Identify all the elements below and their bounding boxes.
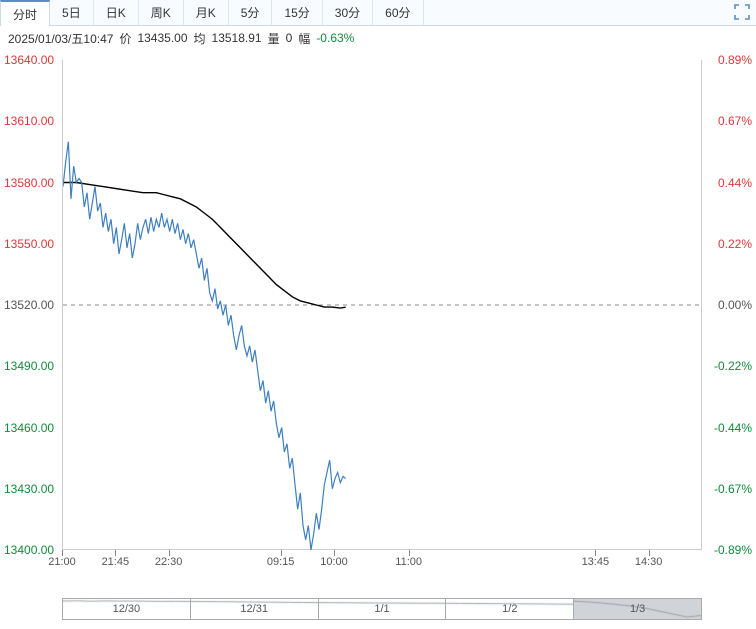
tab-bar: 分时5日日K周K月K5分15分30分60分 xyxy=(0,0,756,26)
y-right-label: 0.44% xyxy=(718,176,752,190)
info-vol-value: 0 xyxy=(286,31,293,45)
y-left-label: 13610.00 xyxy=(4,114,54,128)
tab-5[interactable]: 5分 xyxy=(229,0,273,25)
x-label: 10:00 xyxy=(320,556,348,568)
nav-seg-1/3[interactable]: 1/3 xyxy=(574,599,701,619)
info-price-label: 价 xyxy=(119,30,131,47)
x-label: 14:30 xyxy=(635,556,663,568)
info-avg-label: 均 xyxy=(194,30,206,47)
x-label: 21:45 xyxy=(102,556,130,568)
y-left-label: 13430.00 xyxy=(4,482,54,496)
y-left-label: 13400.00 xyxy=(4,543,54,557)
nav-seg-1/2[interactable]: 1/2 xyxy=(446,599,574,619)
nav-seg-12/31[interactable]: 12/31 xyxy=(191,599,319,619)
tab-7[interactable]: 30分 xyxy=(323,0,373,25)
nav-seg-label: 1/2 xyxy=(502,603,517,615)
chart-area: 13640.00 13610.00 13580.00 13550.00 13520.00… xyxy=(0,50,756,570)
tab-0[interactable]: 分时 xyxy=(0,0,50,26)
y-left-label: 13640.00 xyxy=(4,53,54,67)
nav-seg-label: 1/1 xyxy=(374,603,389,615)
y-left-label: 13490.00 xyxy=(4,359,54,373)
info-bar: 2025/01/03/五10:47 价 13435.00 均 13518.91 … xyxy=(0,26,756,50)
y-right-label: -0.22% xyxy=(714,359,752,373)
x-label: 09:15 xyxy=(267,556,295,568)
tab-1[interactable]: 5日 xyxy=(50,0,94,25)
tab-3[interactable]: 周K xyxy=(139,0,184,25)
y-right-label: -0.67% xyxy=(714,482,752,496)
info-amp-value: -0.63% xyxy=(316,31,354,45)
info-avg-value: 13518.91 xyxy=(212,31,262,45)
x-label: 21:00 xyxy=(48,556,76,568)
nav-seg-label: 1/3 xyxy=(630,603,645,615)
tab-6[interactable]: 15分 xyxy=(272,0,322,25)
y-left-label: 13460.00 xyxy=(4,421,54,435)
x-label: 22:30 xyxy=(155,556,183,568)
info-price-value: 13435.00 xyxy=(137,31,187,45)
y-right-label: -0.89% xyxy=(714,543,752,557)
date-navigator[interactable]: 12/30 12/31 1/1 1/2 1/3 xyxy=(62,598,702,620)
info-amp-label: 幅 xyxy=(298,30,310,47)
y-right-label: 0.22% xyxy=(718,237,752,251)
y-right-label: 0.67% xyxy=(718,114,752,128)
y-left-label: 13550.00 xyxy=(4,237,54,251)
nav-seg-label: 12/31 xyxy=(240,603,268,615)
x-label: 11:00 xyxy=(395,556,422,568)
y-right-label: 0.89% xyxy=(718,53,752,67)
tab-2[interactable]: 日K xyxy=(94,0,139,25)
y-left-label: 13520.00 xyxy=(4,298,54,312)
tab-4[interactable]: 月K xyxy=(184,0,229,25)
nav-seg-label: 12/30 xyxy=(113,603,141,615)
info-vol-label: 量 xyxy=(268,30,280,47)
y-right-label: 0.00% xyxy=(718,298,752,312)
y-right-label: -0.44% xyxy=(714,421,752,435)
y-left-label: 13580.00 xyxy=(4,176,54,190)
tab-8[interactable]: 60分 xyxy=(373,0,423,25)
plot-frame xyxy=(62,60,702,550)
expand-icon[interactable] xyxy=(734,4,750,20)
nav-seg-1/1[interactable]: 1/1 xyxy=(319,599,447,619)
nav-seg-12/30[interactable]: 12/30 xyxy=(63,599,191,619)
x-label: 13:45 xyxy=(582,556,610,568)
info-datetime: 2025/01/03/五10:47 xyxy=(8,30,113,47)
